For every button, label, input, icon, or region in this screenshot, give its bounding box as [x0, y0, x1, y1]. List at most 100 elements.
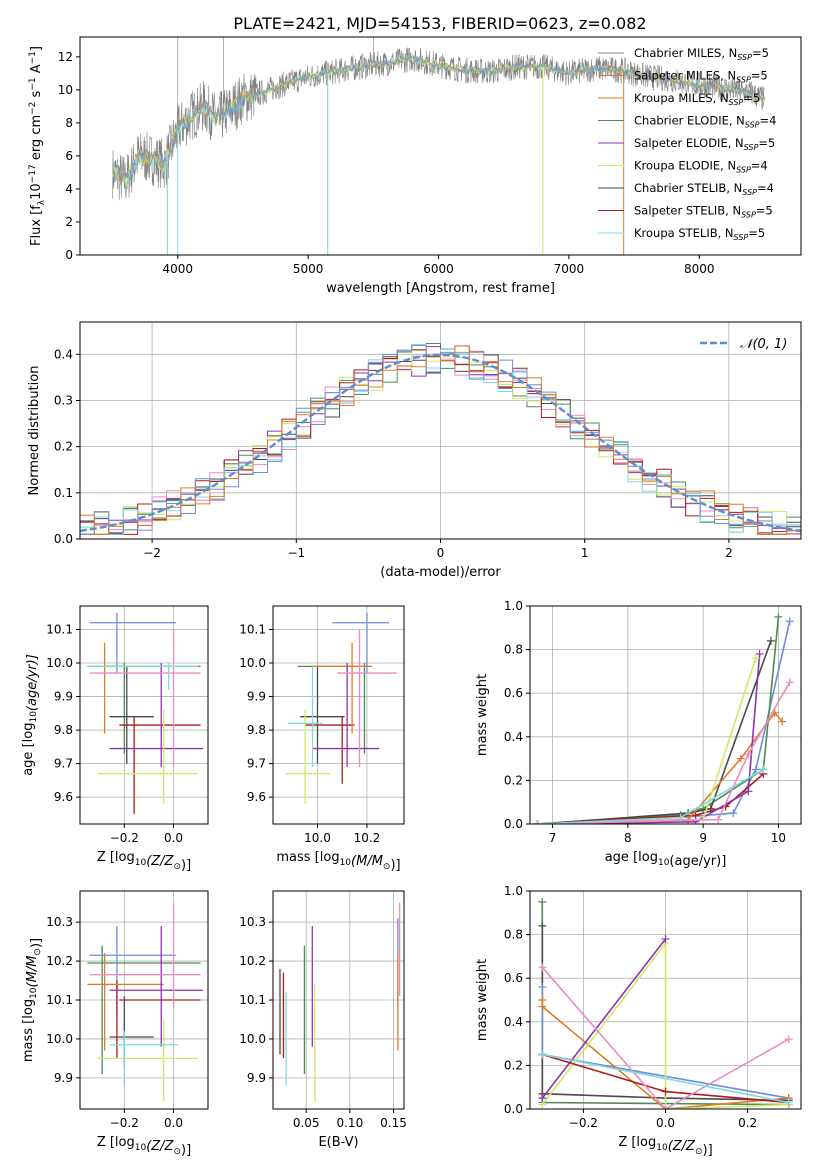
weight-marker	[538, 1094, 547, 1103]
legend-label: Kroupa STELIB, NSSP=5	[634, 226, 765, 242]
weight-marker	[538, 982, 547, 991]
y-tick-label: 9.7	[54, 757, 73, 771]
x-tick-label: 2	[725, 546, 733, 560]
y-axis-label: mass weight	[475, 959, 490, 1041]
legend-label: Salpeter STELIB, NSSP=5	[634, 204, 773, 220]
axes-frame	[79, 605, 209, 825]
weight-marker	[538, 1002, 547, 1011]
y-tick-label: 0.8	[504, 928, 523, 942]
x-axis-label: Z [log10(Z/Z⊙)]	[97, 850, 191, 873]
y-tick-label: 0.0	[504, 817, 523, 831]
y-tick-label: 10.2	[239, 954, 266, 968]
legend-label: Chabrier STELIB, NSSP=4	[634, 181, 774, 197]
y-tick-label: 10.1	[46, 993, 73, 1007]
weight-series	[533, 678, 794, 824]
weight-marker	[751, 765, 760, 774]
weight-marker	[676, 813, 685, 822]
weight-line	[537, 711, 783, 824]
x-tick-label: 0.05	[293, 1116, 320, 1130]
x-tick-label: −1	[287, 546, 305, 560]
y-tick-label: 8	[65, 116, 73, 130]
y-tick-label: 0.6	[504, 971, 523, 985]
figure-title: PLATE=2421, MJD=54153, FIBERID=0623, z=0…	[233, 14, 646, 33]
y-axis-label: Flux [fλ10−17 erg cm−2 s−1 A−1]	[28, 46, 47, 246]
x-tick-label: 0.2	[738, 1116, 757, 1130]
x-axis-label: wavelength [Angstrom, rest frame]	[326, 281, 555, 296]
error-cross	[305, 716, 355, 784]
weight-marker	[538, 921, 547, 930]
y-tick-label: 6	[65, 149, 73, 163]
weight-marker	[533, 820, 542, 824]
x-tick-label: 7	[549, 831, 557, 845]
y-axis-label: age [log10(age/yr)]	[21, 654, 40, 776]
plot-content	[112, 37, 766, 255]
y-tick-label: 9.9	[247, 690, 266, 704]
x-tick-label: 0	[437, 546, 445, 560]
error-cross	[89, 612, 176, 674]
y-tick-label: 10.2	[46, 954, 73, 968]
weight-line	[541, 938, 667, 1099]
legend-label: Chabrier MILES, NSSP=5	[634, 46, 769, 62]
panel-weight-z: −0.2 0.0 0.2 0.0 0.2 0.4 0.6 0.8 1.0 Z [log10(Z/Z…	[475, 884, 802, 1158]
weight-series	[538, 1050, 793, 1107]
weight-series	[538, 934, 670, 1103]
error-cross	[87, 953, 164, 1051]
weight-marker	[778, 717, 787, 726]
weight-marker	[661, 934, 670, 943]
x-tick-label: −0.2	[110, 831, 139, 845]
weight-marker	[784, 1098, 793, 1107]
weight-series	[533, 708, 787, 824]
spectrum-model-line	[112, 54, 765, 186]
weight-marker	[784, 1035, 793, 1044]
legend-label: Kroupa ELODIE, NSSP=4	[634, 159, 768, 175]
y-tick-label: 10.3	[46, 915, 73, 929]
error-cross	[109, 666, 154, 764]
y-tick-label: 12	[58, 50, 73, 64]
plot-content	[279, 902, 401, 1102]
y-tick-label: 10.1	[239, 993, 266, 1007]
axes-frame	[272, 605, 405, 825]
panel-spectrum: 4000 5000 6000 7000 8000 0 2 4 6 8 10 12 wavelength …	[28, 36, 802, 296]
weight-line	[541, 966, 790, 1109]
x-tick-label: 4000	[163, 262, 194, 276]
weight-series	[533, 612, 783, 824]
plot-area	[530, 890, 801, 1110]
x-tick-label: −2	[143, 546, 161, 560]
plot-content	[285, 612, 397, 804]
weight-series	[533, 765, 768, 824]
x-tick-label: 0.10	[336, 1116, 363, 1130]
y-tick-label: 10.1	[46, 622, 73, 636]
y-tick-label: 9.9	[247, 1071, 266, 1085]
x-tick-label: −0.2	[569, 1116, 598, 1130]
error-cross	[97, 709, 199, 804]
x-tick-label: 10.0	[304, 831, 331, 845]
y-tick-label: 0.2	[504, 773, 523, 787]
weight-marker	[714, 815, 723, 824]
x-tick-label: 7000	[554, 262, 585, 276]
weight-line	[542, 1053, 789, 1104]
weight-marker	[785, 678, 794, 687]
y-tick-label: 0.2	[504, 1058, 523, 1072]
legend-label: Chabrier ELODIE, NSSP=4	[634, 114, 776, 130]
error-cross	[109, 663, 204, 767]
weight-series	[538, 939, 793, 1109]
legend-label: Salpeter MILES, NSSP=5	[634, 69, 768, 85]
x-axis-label: Z [log10(Z/Z⊙)]	[618, 1135, 712, 1158]
x-axis-label: Z [log10(Z/Z⊙)]	[97, 1135, 191, 1158]
error-cross	[89, 629, 201, 767]
error-cross	[116, 980, 201, 1059]
error-cross	[87, 945, 201, 1074]
y-tick-label: 10.0	[239, 656, 266, 670]
weight-marker	[538, 963, 547, 972]
x-tick-label: 0.0	[164, 1116, 183, 1130]
weight-series	[533, 636, 775, 824]
weight-marker	[538, 1050, 547, 1059]
weight-marker	[744, 750, 753, 759]
y-tick-label: 10.1	[239, 622, 266, 636]
y-tick-label: 0.4	[504, 730, 523, 744]
y-tick-label: 9.6	[54, 790, 73, 804]
plot-area	[530, 605, 801, 825]
plot-content	[87, 902, 204, 1102]
plot-area	[273, 606, 404, 824]
y-tick-label: 0.6	[504, 686, 523, 700]
